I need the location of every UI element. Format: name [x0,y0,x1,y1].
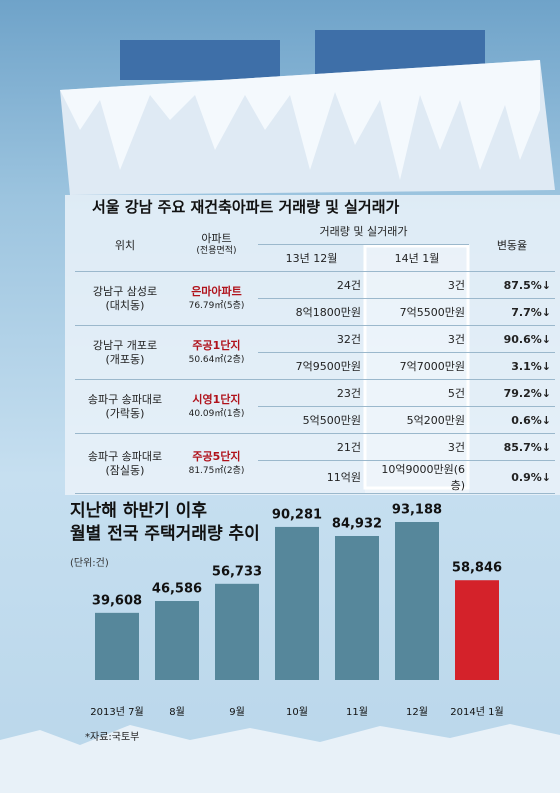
table-cell: 시영1단지 40.09㎡(1층) [175,379,258,434]
value-label: 39,608 [92,593,142,608]
value-label: 84,932 [332,516,382,531]
table-row: 송파구 송파대로 (잠실동) 주공5단지 81.75㎡(2층) 21건 3건 85.7%↓ [75,433,555,494]
table-cell: 21건 [258,433,365,461]
header-text: 아파트 [201,231,232,245]
building [120,40,280,80]
apartment: 40.09㎡(1층) [188,408,245,419]
table-cell: 3건 [365,271,469,299]
table-cell: 변동율 [469,218,555,272]
table-cell: 강남구 삼성로 (대치동) [75,271,175,326]
header-text: (전용면적) [196,245,237,256]
table-cell: 거래량 및 실거래가 [258,218,469,245]
bar [215,583,259,680]
table-cell: 90.6%↓ [469,325,555,353]
value-label: 90,281 [272,507,322,522]
apartment: 은마아파트 [191,284,242,298]
table-cell: 13년 12월 [258,244,365,272]
table-cell: 3건 [365,325,469,353]
location: (대치동) [105,298,145,312]
ice [0,724,560,793]
table-cell: 7.7%↓ [469,298,555,326]
table-row: 5억500만원 5억200만원 0.6%↓ [75,406,555,434]
apartment: 시영1단지 [192,392,241,406]
table-cell: 32건 [258,325,365,353]
x-tick-label: 12월 [406,706,428,718]
table-row: 강남구 삼성로 (대치동) 은마아파트 76.79㎡(5층) 24건 3건 87.5%↓ [75,271,555,326]
location: (가락동) [105,406,145,420]
table-cell: 14년 1월 [365,244,469,272]
value-label: 58,846 [452,561,502,576]
location: 송파구 송파대로 [87,392,163,406]
table-cell: 5억200만원 [365,406,469,434]
table-cell: 0.6%↓ [469,406,555,434]
location: (개포동) [105,352,145,366]
x-tick-label: 2013년 7월 [90,706,143,718]
table-cell: 주공5단지 81.75㎡(2층) [175,433,258,494]
table-cell: 5억500만원 [258,406,365,434]
table-row: 위치 아파트 (전용면적) 거래량 및 실거래가 변동율 [75,218,555,272]
table-row: 강남구 개포로 (개포동) 주공1단지 50.64㎡(2층) 32건 3건 90.6%↓ [75,325,555,380]
location: 강남구 개포로 [92,338,158,352]
table-title: 서울 강남 주요 재건축아파트 거래량 및 실거래가 [92,198,400,216]
chart-title: 지난해 하반기 이후 [70,500,207,521]
table-cell: 0.9%↓ [469,460,555,494]
table-cell: 7억9500만원 [258,352,365,380]
value-label: 56,733 [212,564,262,579]
table-cell: 은마아파트 76.79㎡(5층) [175,271,258,326]
chart-subtitle: (단위:건) [70,556,109,569]
table-cell: 위치 [75,218,175,272]
table-row: 송파구 송파대로 (가락동) 시영1단지 40.09㎡(1층) 23건 5건 79.2%↓ [75,379,555,434]
value-label: 93,188 [392,503,442,518]
table-cell: 아파트 (전용면적) [175,218,258,272]
apartment: 주공5단지 [192,449,241,463]
table-cell: 강남구 개포로 (개포동) [75,325,175,380]
table-row: 8억1800만원 7억5500만원 7.7%↓ [75,298,555,326]
source: *자료:국토부 [85,731,139,743]
table-cell: 10억9000만원(6층) [365,460,469,494]
bar [455,580,499,680]
x-tick-label: 10월 [286,706,308,718]
table-row: 13년 12월 14년 1월 [75,244,555,272]
table-cell: 7억5500만원 [365,298,469,326]
table-cell: 87.5%↓ [469,271,555,299]
table-cell: 송파구 송파대로 (가락동) [75,379,175,434]
table-cell: 주공1단지 50.64㎡(2층) [175,325,258,380]
x-tick-label: 2014년 1월 [450,706,503,718]
apartment: 76.79㎡(5층) [188,300,245,311]
table-row: 11억원 10억9000만원(6층) 0.9%↓ [75,460,555,494]
x-tick-label: 9월 [229,706,245,718]
table-cell: 5건 [365,379,469,407]
x-tick-label: 11월 [346,706,368,718]
table-row: 7억9500만원 7억7000만원 3.1%↓ [75,352,555,380]
chart-title: 월별 전국 주택거래량 추이 [70,524,260,544]
table-cell: 7억7000만원 [365,352,469,380]
location: 송파구 송파대로 [87,449,163,463]
table-cell: 3건 [365,433,469,461]
table-cell: 송파구 송파대로 (잠실동) [75,433,175,494]
table: 위치 아파트 (전용면적) 거래량 및 실거래가 변동율 13년 12월 14년 1월 강남구… [75,218,555,494]
apartment: 81.75㎡(2층) [188,465,245,476]
table-cell: 85.7%↓ [469,433,555,461]
table-cell: 11억원 [258,460,365,494]
location: 강남구 삼성로 [92,284,158,298]
x-tick-label: 8월 [169,706,185,718]
table-cell: 8억1800만원 [258,298,365,326]
bar [155,601,199,680]
bar [95,612,139,680]
bar [395,522,439,680]
apartment: 50.64㎡(2층) [188,354,245,365]
icicles [60,60,540,180]
apartment: 주공1단지 [192,338,241,352]
value-label: 46,586 [152,582,202,597]
table-cell: 3.1%↓ [469,352,555,380]
location: (잠실동) [105,463,145,477]
bar [275,526,319,680]
table-cell: 23건 [258,379,365,407]
table-cell: 24건 [258,271,365,299]
table-cell: 79.2%↓ [469,379,555,407]
bar [335,535,379,680]
